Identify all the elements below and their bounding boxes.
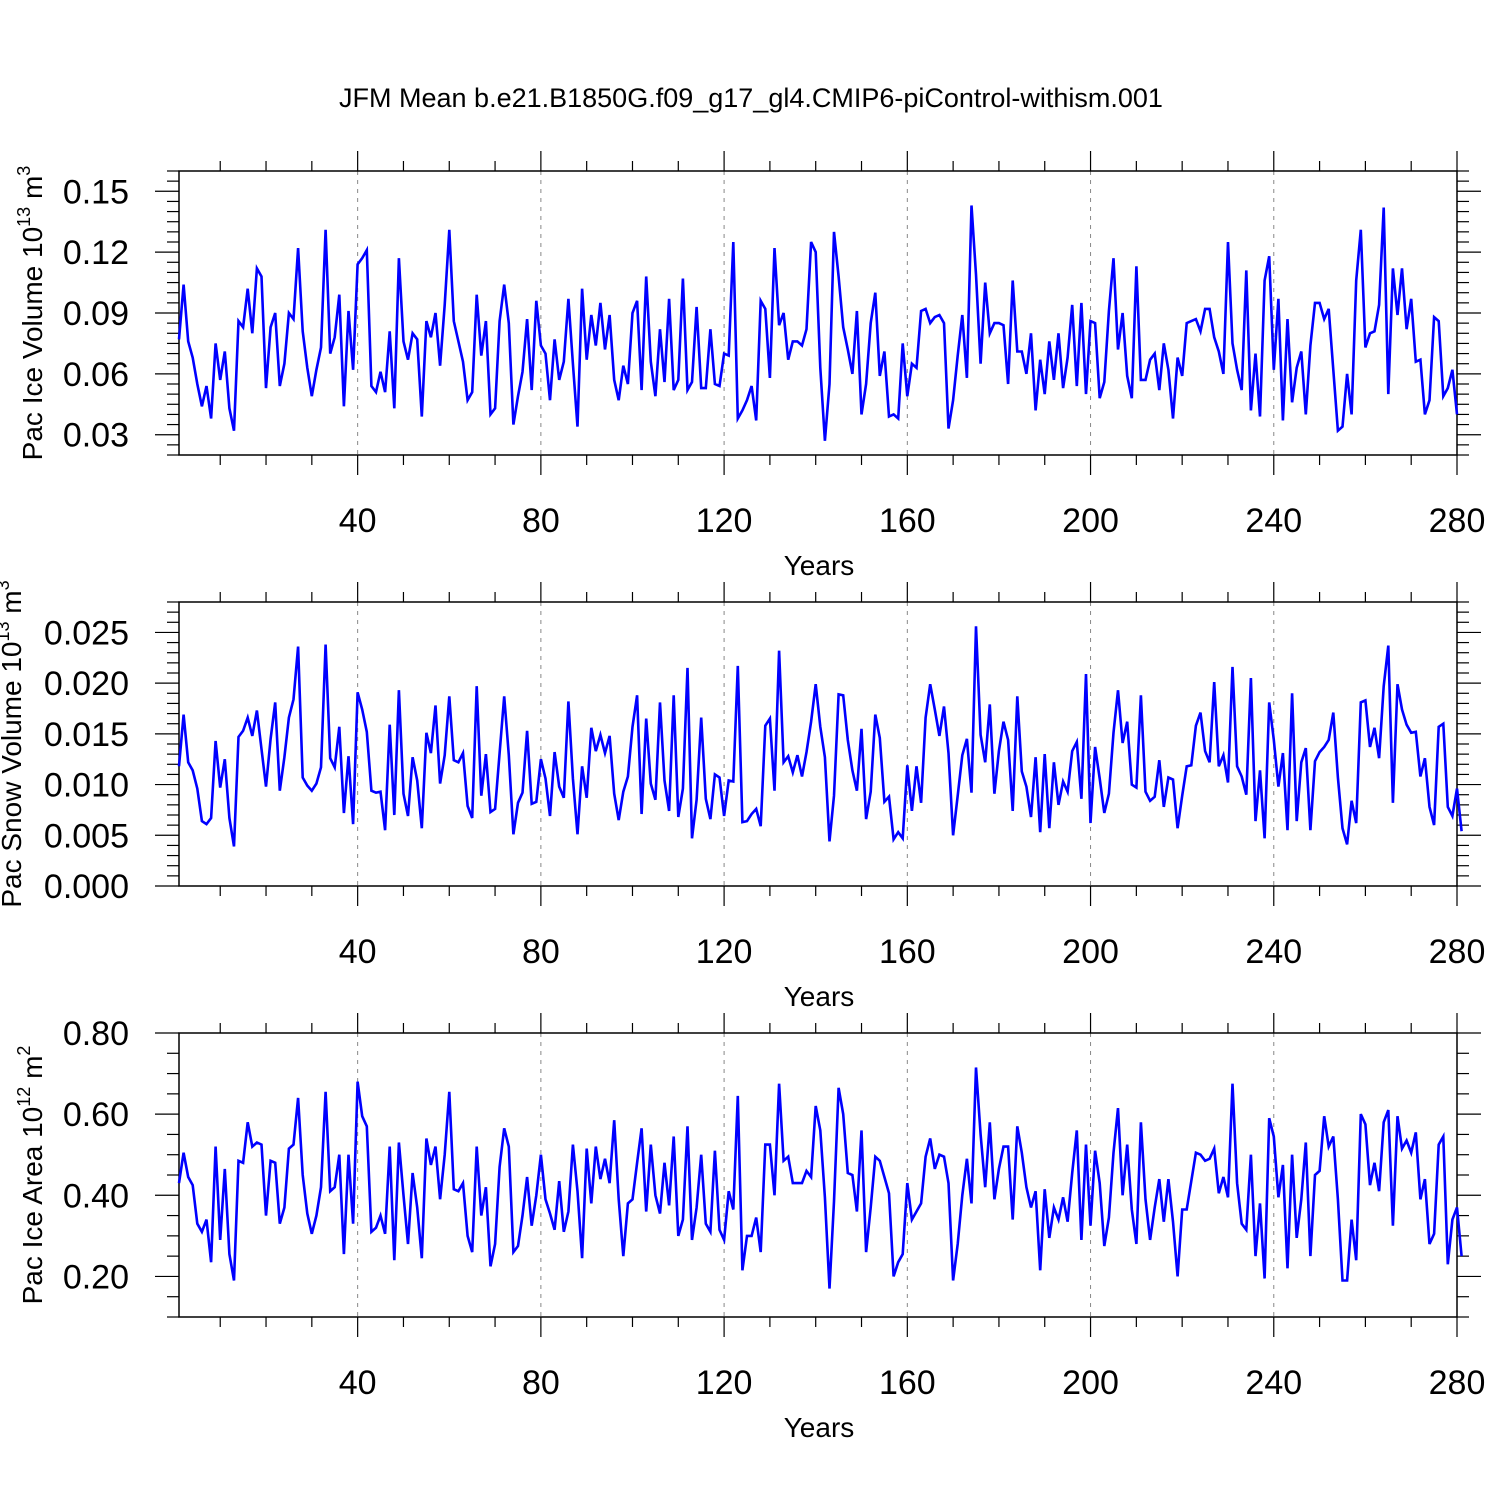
panels: 40 80 120 160 200 240 280Years0.030.060.090.12… [0,151,1485,1443]
y-axis-label: Pac Ice Area 1012 m2 [14,1046,48,1305]
y-tick-label: 0.60 [63,1096,129,1134]
y-label-text: m [17,1056,48,1087]
x-tick-label: 80 [522,933,560,971]
figure-title: JFM Mean b.e21.B1850G.f09_g17_gl4.CMIP6-… [339,83,1163,113]
y-tick-label: 0.06 [63,356,129,394]
x-tick-label: 280 [1429,502,1486,540]
x-tick-label: 40 [339,502,377,540]
y-tick-label: 0.020 [44,665,129,703]
y-label-text: Pac Ice Area 10 [17,1107,48,1305]
y-label-text: Pac Ice Volume 10 [17,227,48,460]
y-label-exponent: 2 [14,1046,34,1056]
plot-frame [178,601,1458,887]
y-tick-label: 0.03 [63,417,129,455]
y-label-exponent: 3 [14,166,34,176]
x-axis-label: Years [784,550,855,581]
panel-1: 40 80 120 160 200 240 280 Years 0.03 0.06 0.09 0.12… [14,151,1485,581]
y-tick-label: 0.025 [44,614,129,652]
x-tick-label: 120 [696,1364,753,1402]
x-tick-label: 280 [1429,1364,1486,1402]
panel-2: 40 80 120 160 200 240 280 Years 0.000 0.005 0.010 0… [0,580,1485,1012]
y-label-exponent: 13 [14,207,34,227]
x-axis-label: Years [784,981,855,1012]
y-label-text: m [0,590,27,621]
y-tick-label: 0.010 [44,767,129,805]
x-tick-label: 160 [879,1364,936,1402]
y-tick-label: 0.015 [44,716,129,754]
panel-3: 40 80 120 160 200 240 280 Years 0.20 0.40 0.60 0.80… [14,1013,1485,1443]
x-tick-label: 40 [339,933,377,971]
x-tick-label: 160 [879,502,936,540]
x-tick-label: 200 [1062,502,1119,540]
y-label-text: Pac Snow Volume 10 [0,641,27,907]
y-tick-label: 0.005 [44,817,129,855]
x-tick-label: 120 [696,933,753,971]
x-tick-label: 200 [1062,933,1119,971]
x-tick-label: 280 [1429,933,1486,971]
y-label-exponent: 13 [0,621,13,641]
y-tick-label: 0.15 [63,173,129,211]
y-tick-label: 0.000 [44,868,129,906]
x-tick-label: 120 [696,502,753,540]
x-tick-label: 200 [1062,1364,1119,1402]
series-line [177,626,1463,847]
y-tick-label: 0.80 [63,1015,129,1053]
x-tick-label: 240 [1245,502,1302,540]
y-tick-label: 0.09 [63,295,129,333]
x-tick-label: 80 [522,1364,560,1402]
y-axis-label: Pac Ice Volume 1013 m3 [14,166,48,461]
x-tick-label: 240 [1245,1364,1302,1402]
series-line [177,205,1459,441]
x-tick-label: 80 [522,502,560,540]
x-tick-label: 40 [339,1364,377,1402]
x-tick-label: 240 [1245,933,1302,971]
y-label-exponent: 12 [14,1087,34,1107]
x-axis-label: Years [784,1412,855,1443]
x-tick-label: 160 [879,933,936,971]
y-tick-label: 0.20 [63,1258,129,1296]
y-axis-label: Pac Snow Volume 1013 m3 [0,580,27,907]
y-label-exponent: 3 [0,580,13,590]
y-tick-label: 0.12 [63,234,129,272]
y-tick-label: 0.40 [63,1177,129,1215]
series-line [177,1067,1463,1289]
y-label-text: m [17,176,48,207]
